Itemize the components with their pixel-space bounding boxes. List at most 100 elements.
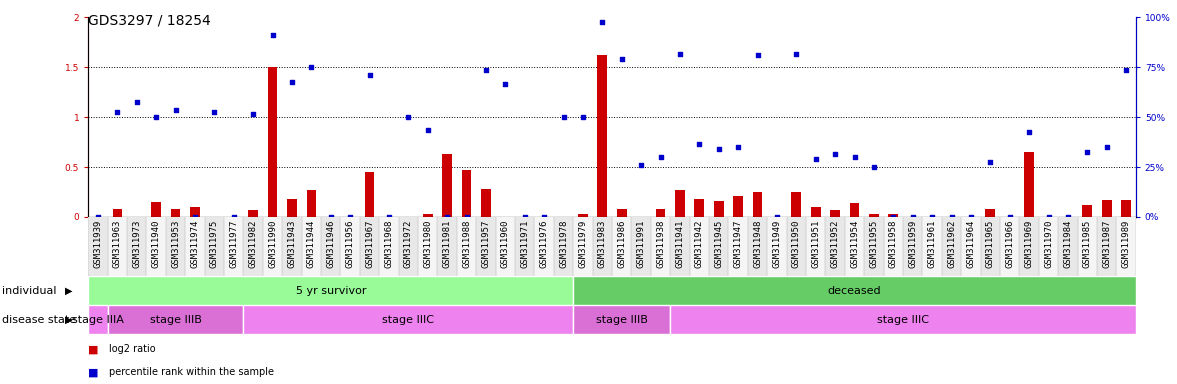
Point <box>205 109 224 115</box>
Text: ▶: ▶ <box>65 314 72 325</box>
Text: GSM311973: GSM311973 <box>132 220 141 268</box>
Text: log2 ratio: log2 ratio <box>109 344 157 354</box>
Point <box>108 109 127 115</box>
Text: ■: ■ <box>88 344 99 354</box>
Point <box>516 214 534 220</box>
Text: GSM311990: GSM311990 <box>268 220 277 268</box>
Bar <box>573 276 1136 305</box>
Text: GSM311987: GSM311987 <box>1102 220 1111 268</box>
Text: GSM311981: GSM311981 <box>443 220 452 268</box>
Bar <box>399 217 418 276</box>
Bar <box>244 217 262 276</box>
Point <box>225 214 244 220</box>
Bar <box>612 217 631 276</box>
Text: GSM311974: GSM311974 <box>191 220 199 268</box>
Bar <box>282 217 301 276</box>
Text: GSM311969: GSM311969 <box>1025 220 1033 268</box>
Text: stage IIIC: stage IIIC <box>383 314 434 325</box>
Text: GSM311943: GSM311943 <box>287 220 297 268</box>
Bar <box>573 305 670 334</box>
Bar <box>903 217 923 276</box>
Bar <box>980 217 1000 276</box>
Point <box>573 114 592 120</box>
Bar <box>791 192 802 217</box>
Point <box>612 56 631 62</box>
Bar <box>889 214 898 217</box>
Bar <box>379 217 399 276</box>
Text: GSM311938: GSM311938 <box>656 220 665 268</box>
Text: stage IIIA: stage IIIA <box>72 314 124 325</box>
Text: GSM311941: GSM311941 <box>676 220 685 268</box>
Point <box>651 154 670 160</box>
Bar <box>869 214 879 217</box>
Point <box>1097 144 1116 150</box>
Bar <box>461 170 472 217</box>
Bar <box>1078 217 1097 276</box>
Bar <box>171 209 180 217</box>
Point <box>166 107 185 113</box>
Point <box>457 214 476 220</box>
Point <box>729 144 747 150</box>
Bar <box>481 189 491 217</box>
Bar <box>1019 217 1039 276</box>
Text: GSM311989: GSM311989 <box>1122 220 1131 268</box>
Bar <box>593 217 612 276</box>
Point <box>186 214 205 220</box>
Text: GSM311947: GSM311947 <box>733 220 743 268</box>
Bar <box>962 217 980 276</box>
Bar <box>306 190 317 217</box>
Bar <box>806 217 825 276</box>
Bar <box>985 209 996 217</box>
Bar <box>825 217 845 276</box>
Point <box>923 214 942 220</box>
Text: GSM311968: GSM311968 <box>385 220 393 268</box>
Bar <box>811 207 820 217</box>
Bar <box>267 67 278 217</box>
Bar <box>457 217 477 276</box>
Text: GSM311950: GSM311950 <box>792 220 800 268</box>
Bar <box>573 217 593 276</box>
Point <box>787 51 806 57</box>
Bar <box>729 217 747 276</box>
Point <box>980 159 999 165</box>
Text: GSM311942: GSM311942 <box>694 220 704 268</box>
Point <box>749 52 767 58</box>
Bar <box>733 196 743 217</box>
Text: GSM311983: GSM311983 <box>598 220 607 268</box>
Bar <box>690 217 709 276</box>
Text: GSM311956: GSM311956 <box>346 220 354 268</box>
Bar <box>617 209 626 217</box>
Text: stage IIIB: stage IIIB <box>596 314 647 325</box>
Text: GSM311978: GSM311978 <box>559 220 568 268</box>
Point <box>534 214 553 220</box>
Bar <box>191 207 200 217</box>
Bar <box>152 202 161 217</box>
Text: GSM311955: GSM311955 <box>870 220 878 268</box>
Bar <box>1117 217 1136 276</box>
Bar <box>113 209 122 217</box>
Text: GSM311946: GSM311946 <box>326 220 335 268</box>
Bar <box>1000 217 1019 276</box>
Text: GSM311966: GSM311966 <box>1005 220 1015 268</box>
Point <box>1039 214 1058 220</box>
Point <box>767 214 786 220</box>
Bar <box>224 217 244 276</box>
Point <box>399 114 418 120</box>
Text: GSM311963: GSM311963 <box>113 220 122 268</box>
Text: GSM311988: GSM311988 <box>463 220 471 268</box>
Bar <box>301 217 321 276</box>
Bar <box>107 305 244 334</box>
Point <box>379 214 398 220</box>
Bar <box>747 217 767 276</box>
Bar <box>244 305 573 334</box>
Bar <box>1024 152 1033 217</box>
Text: stage IIIB: stage IIIB <box>149 314 201 325</box>
Bar <box>578 214 587 217</box>
Text: GDS3297 / 18254: GDS3297 / 18254 <box>88 13 211 27</box>
Text: GSM311980: GSM311980 <box>424 220 432 268</box>
Bar <box>752 192 763 217</box>
Bar <box>146 217 166 276</box>
Bar <box>631 217 651 276</box>
Point <box>942 214 960 220</box>
Bar <box>477 217 496 276</box>
